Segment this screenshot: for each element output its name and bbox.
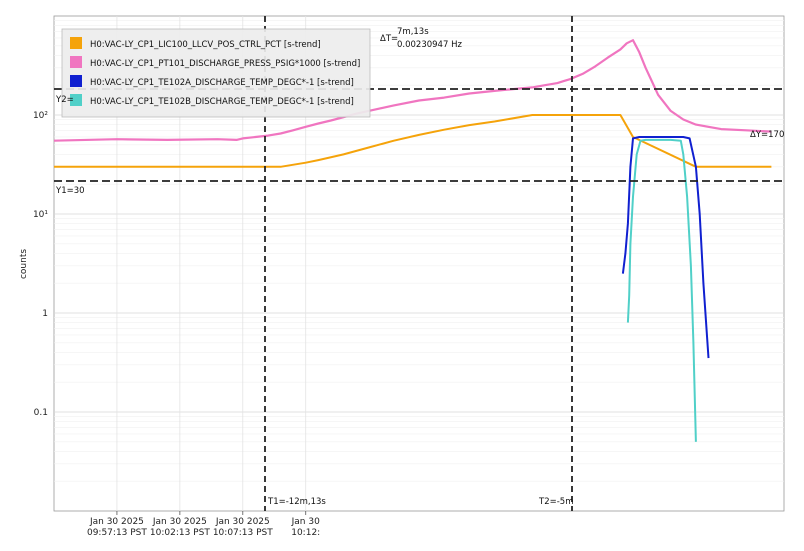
legend-swatch-2 [70,56,82,68]
legend-label-1: H0:VAC-LY_CP1_LIC100_LLCV_POS_CTRL_PCT [… [90,40,321,50]
legend: H0:VAC-LY_CP1_LIC100_LLCV_POS_CTRL_PCT [… [61,28,371,118]
x-tick-label-date: Jan 30 2025 [89,517,144,527]
series-line-3 [621,136,710,359]
legend-label-4: H0:VAC-LY_CP1_TE102B_DISCHARGE_TEMP_DEGC… [90,97,354,107]
legend-box [61,28,371,118]
delta-t-value: 7m,13s [397,27,429,37]
delta-f-value: 0.00230947 Hz [397,40,462,50]
legend-swatch-4 [70,94,82,106]
y-tick-label: 0.1 [34,408,48,418]
cursor-t2-label: T2=-5m [538,497,573,507]
legend-swatch-1 [70,37,82,49]
series-line-1 [54,114,772,168]
x-tick-label-time: 10:12: [291,528,320,538]
y-axis-label: counts [19,249,29,279]
x-tick-label-time: 10:07:13 PST [213,528,273,538]
x-tick-label-date: Jan 30 [291,517,320,527]
x-tick-label-date: Jan 30 2025 [152,517,207,527]
series-line-4 [626,138,697,442]
y-tick-label: 10² [33,111,48,121]
x-tick-label-time: 09:57:13 PST [87,528,147,538]
legend-swatch-3 [70,75,82,87]
cursor-y1-label: Y1=30 [55,186,85,196]
y-tick-label: 10¹ [33,210,48,220]
cursor-t1-label: T1=-12m,13s [267,497,326,507]
x-tick-label-date: Jan 30 2025 [215,517,270,527]
delta-y-label: ΔY=170 [750,130,784,140]
x-tick-label-time: 10:02:13 PST [150,528,210,538]
y-tick-label: 1 [42,309,48,319]
grid [54,16,784,511]
legend-label-2: H0:VAC-LY_CP1_PT101_DISCHARGE_PRESS_PSIG… [90,59,360,69]
delta-t-label: ΔT= [380,34,398,44]
legend-label-3: H0:VAC-LY_CP1_TE102A_DISCHARGE_TEMP_DEGC… [90,78,354,88]
cursor-y2-label: Y2= [55,95,74,105]
